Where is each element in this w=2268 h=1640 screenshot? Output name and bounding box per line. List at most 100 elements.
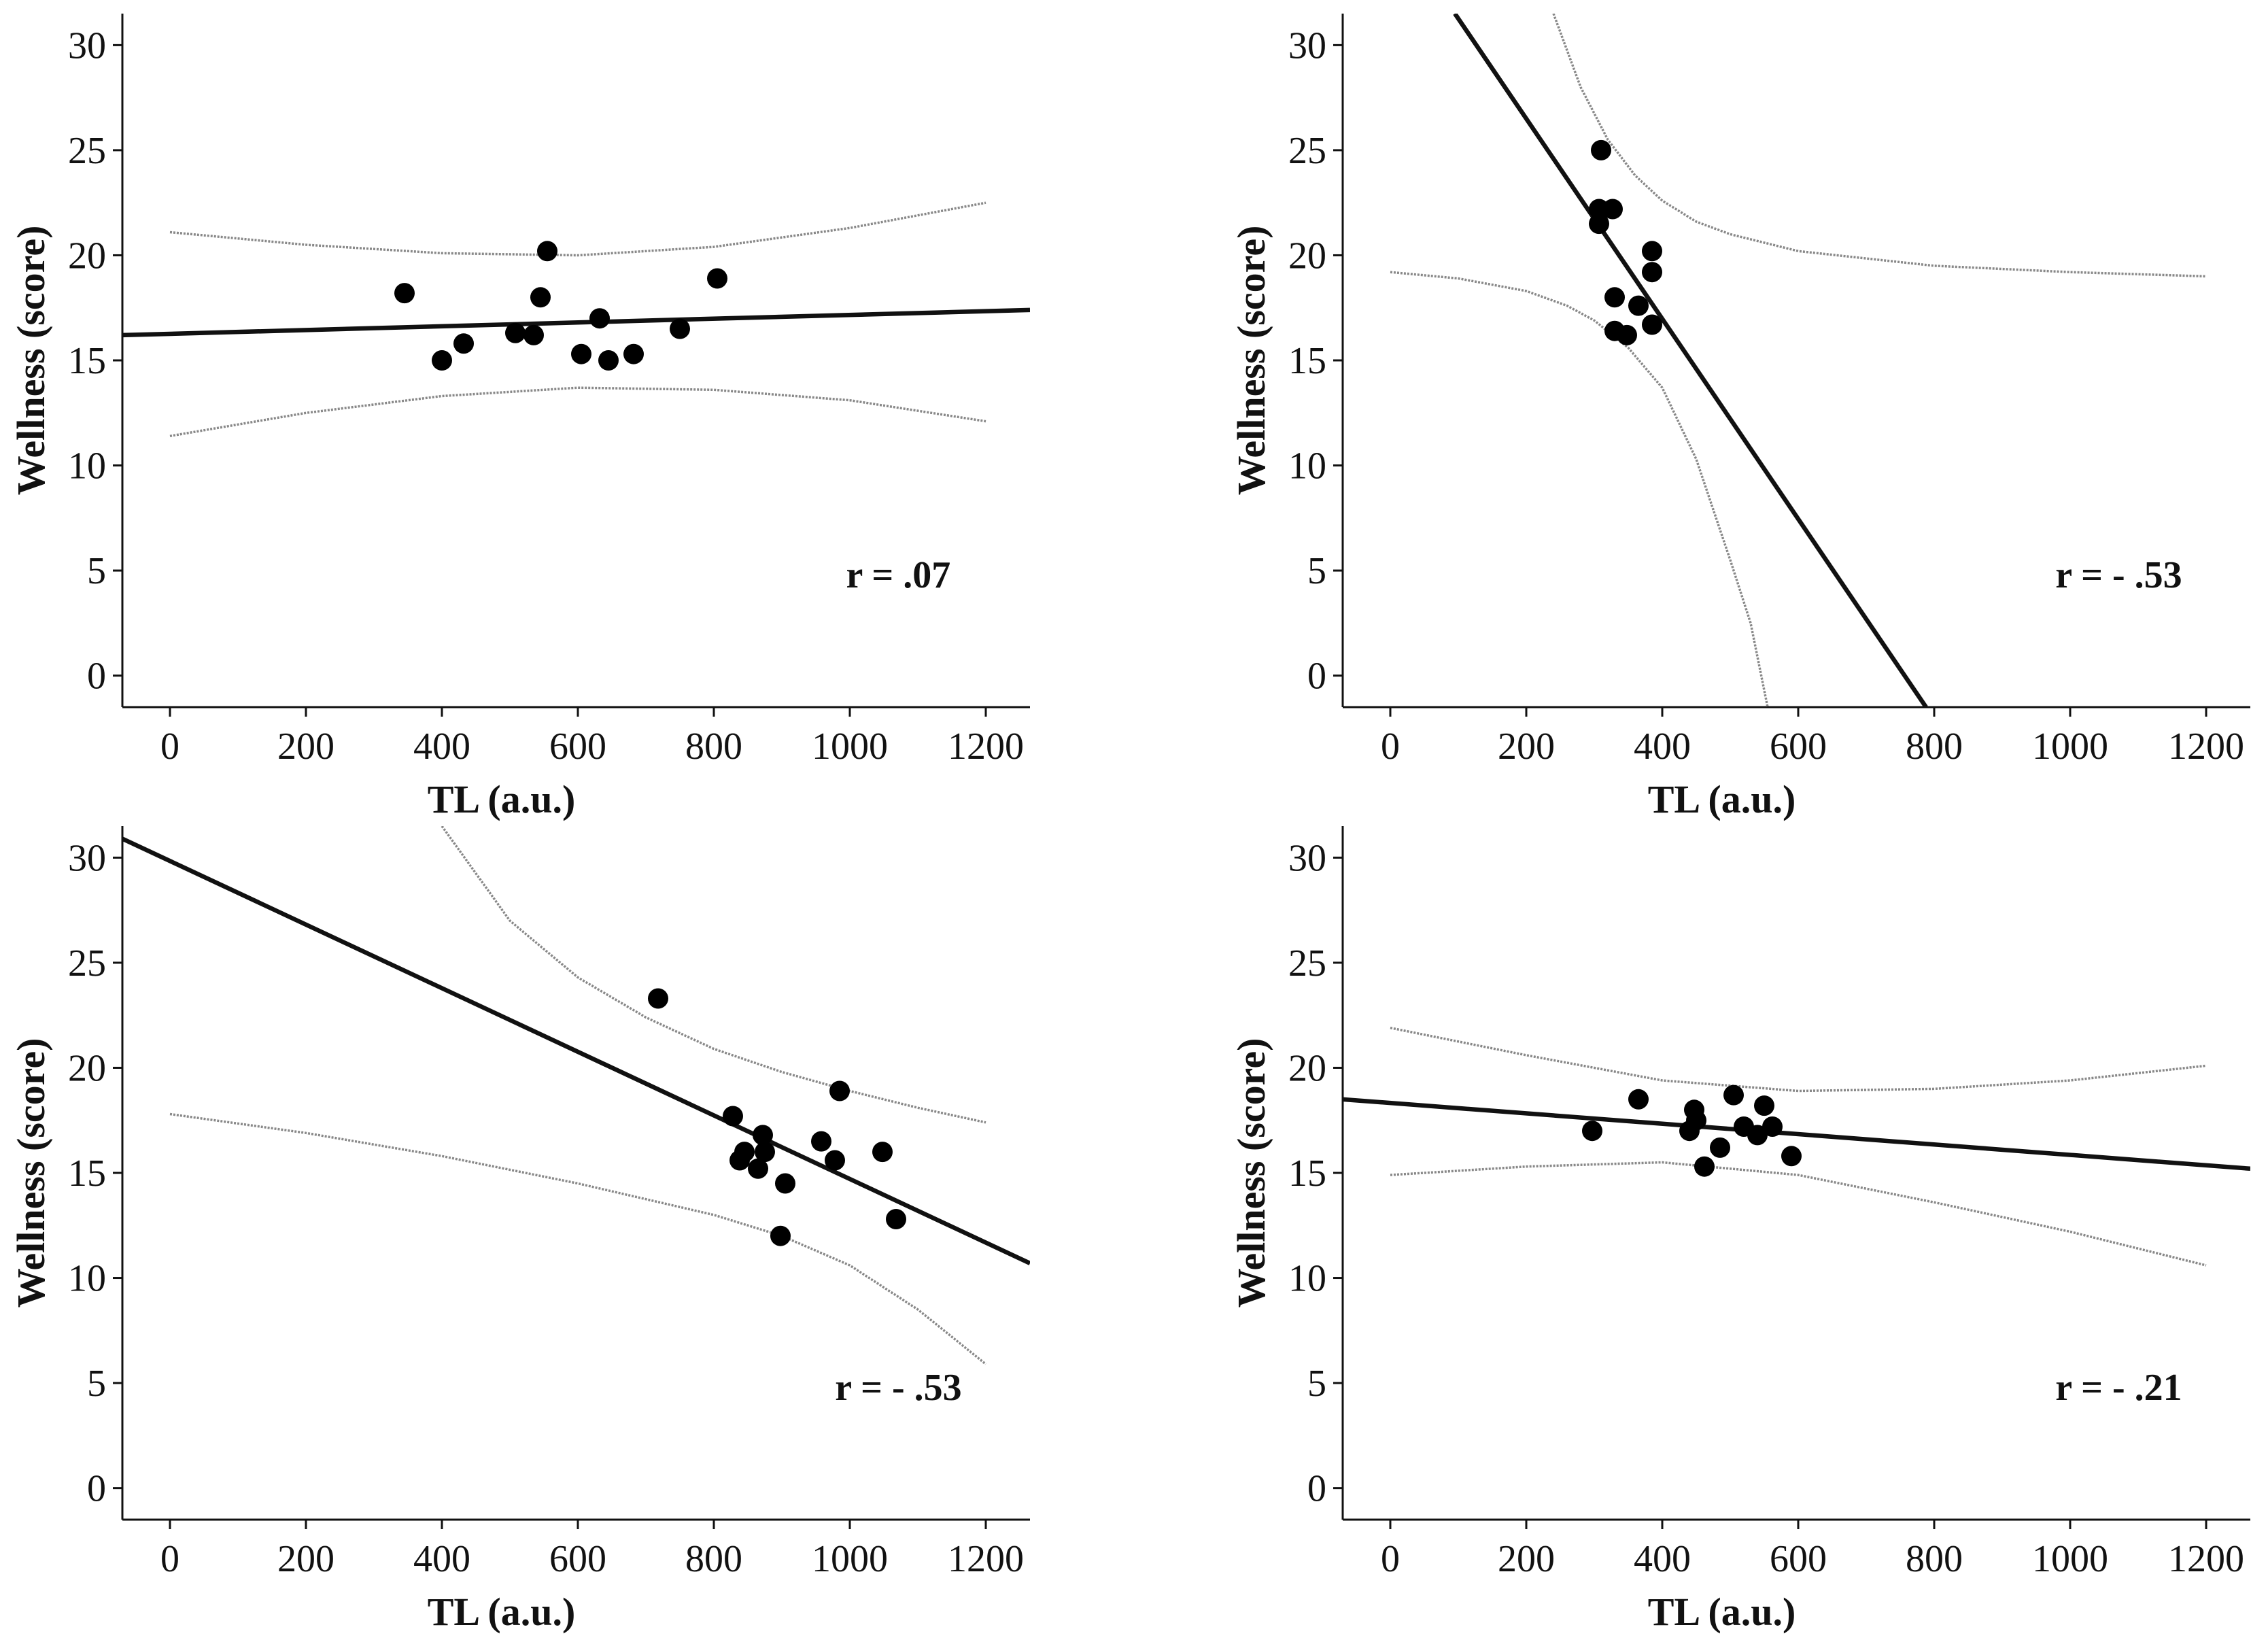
data-point (1589, 213, 1609, 235)
x-tick-label: 1200 (2168, 1538, 2244, 1580)
data-point (1617, 324, 1637, 345)
plot-area (1343, 1026, 2250, 1267)
y-tick-label: 15 (1288, 1152, 1326, 1195)
x-tick-label: 1000 (2032, 725, 2108, 768)
y-tick-label: 5 (87, 550, 106, 592)
data-point (1747, 1125, 1768, 1146)
y-tick-label: 25 (68, 942, 106, 985)
data-point (1710, 1137, 1730, 1158)
correlation-label: r = - .53 (2055, 554, 2182, 596)
data-point (1628, 1089, 1649, 1110)
y-tick-label: 30 (68, 24, 106, 67)
data-point (1762, 1116, 1783, 1137)
y-tick-label: 15 (1288, 340, 1326, 382)
x-tick-label: 0 (1381, 1538, 1400, 1580)
plot-area (122, 826, 1030, 1365)
data-point (648, 988, 668, 1009)
data-point (811, 1131, 831, 1152)
ci-upper-line (169, 201, 986, 257)
ci-lower-line (1390, 1161, 2207, 1267)
x-tick-label: 1200 (2168, 725, 2244, 768)
x-tick-label: 0 (160, 725, 179, 768)
ci-upper-line (1552, 14, 2207, 278)
y-tick-label: 20 (1288, 1047, 1326, 1089)
x-tick-label: 800 (1906, 725, 1963, 768)
data-point (1602, 199, 1623, 220)
x-tick-label: 1000 (2032, 1538, 2108, 1580)
x-tick-label: 1000 (812, 725, 888, 768)
regression-line (122, 307, 1030, 338)
x-tick-label: 800 (685, 1538, 742, 1580)
y-tick-label: 30 (1288, 837, 1326, 879)
data-point (505, 322, 526, 343)
y-tick-label: 5 (1307, 550, 1326, 592)
data-point (1694, 1156, 1715, 1177)
ci-lower-line (169, 1112, 987, 1365)
y-tick-label: 10 (1288, 1258, 1326, 1300)
x-tick-label: 200 (277, 1538, 334, 1580)
data-point (530, 287, 551, 308)
data-point (1642, 262, 1662, 283)
y-tick-label: 25 (68, 130, 106, 172)
y-tick-label: 25 (1288, 130, 1326, 172)
data-point (537, 241, 557, 262)
y-tick-label: 5 (87, 1363, 106, 1405)
data-point (623, 343, 644, 364)
data-point (571, 343, 591, 364)
data-point (755, 1142, 775, 1163)
x-tick-label: 0 (160, 1538, 179, 1580)
x-axis-title: TL (a.u.) (1648, 777, 1796, 821)
data-point (1723, 1084, 1744, 1106)
x-tick-label: 400 (1634, 1538, 1691, 1580)
y-axis-title: Wellness (score) (9, 226, 53, 496)
regression-line (122, 836, 1030, 1265)
x-axis-title: TL (a.u.) (428, 1590, 576, 1634)
data-point (394, 283, 415, 304)
x-tick-label: 400 (413, 1538, 470, 1580)
ci-upper-line (1390, 1026, 2207, 1093)
y-tick-label: 10 (68, 445, 106, 488)
x-tick-label: 600 (1770, 725, 1827, 768)
data-point (1642, 241, 1662, 262)
x-tick-label: 1000 (812, 1538, 888, 1580)
data-point (707, 268, 727, 289)
data-point (753, 1125, 773, 1146)
y-axis-title: Wellness (score) (9, 1038, 53, 1308)
data-point (829, 1080, 850, 1101)
x-tick-label: 600 (549, 1538, 606, 1580)
data-point (825, 1150, 845, 1171)
y-tick-label: 30 (1288, 24, 1326, 67)
data-point (1754, 1095, 1774, 1116)
data-point (1604, 287, 1625, 308)
data-point (1591, 139, 1611, 160)
y-tick-label: 25 (1288, 942, 1326, 985)
data-point (432, 350, 452, 371)
data-point (748, 1158, 768, 1179)
x-tick-label: 800 (685, 725, 742, 768)
data-point (453, 333, 474, 354)
data-point (589, 308, 610, 329)
correlation-label: r = .07 (846, 554, 951, 596)
y-tick-label: 20 (68, 1047, 106, 1089)
ci-lower-line (1390, 271, 1769, 707)
y-tick-label: 20 (1288, 235, 1326, 277)
data-point (1628, 295, 1649, 316)
data-point (523, 324, 544, 345)
panel-bottom-right: 0 5 10 15 20 25 30 0 200 400 600 800 1000 1200 TL (a.u… (1229, 826, 2250, 1634)
x-axis-title: TL (a.u.) (1648, 1590, 1796, 1634)
x-tick-label: 1200 (948, 725, 1024, 768)
data-point (886, 1209, 906, 1229)
data-point (734, 1142, 755, 1163)
data-point (872, 1142, 893, 1163)
data-point (723, 1106, 743, 1127)
plot-area (1390, 14, 2207, 707)
x-tick-label: 400 (413, 725, 470, 768)
panel-bottom-left: 0 5 10 15 20 25 30 0 200 400 600 800 1000 1200 TL (a.u… (9, 826, 1030, 1634)
y-tick-label: 0 (87, 1468, 106, 1510)
regression-line (1343, 1097, 2250, 1172)
data-point (775, 1173, 795, 1194)
y-axis-title: Wellness (score) (1229, 1038, 1273, 1308)
y-axis-title: Wellness (score) (1229, 226, 1273, 496)
x-tick-label: 200 (1498, 725, 1555, 768)
